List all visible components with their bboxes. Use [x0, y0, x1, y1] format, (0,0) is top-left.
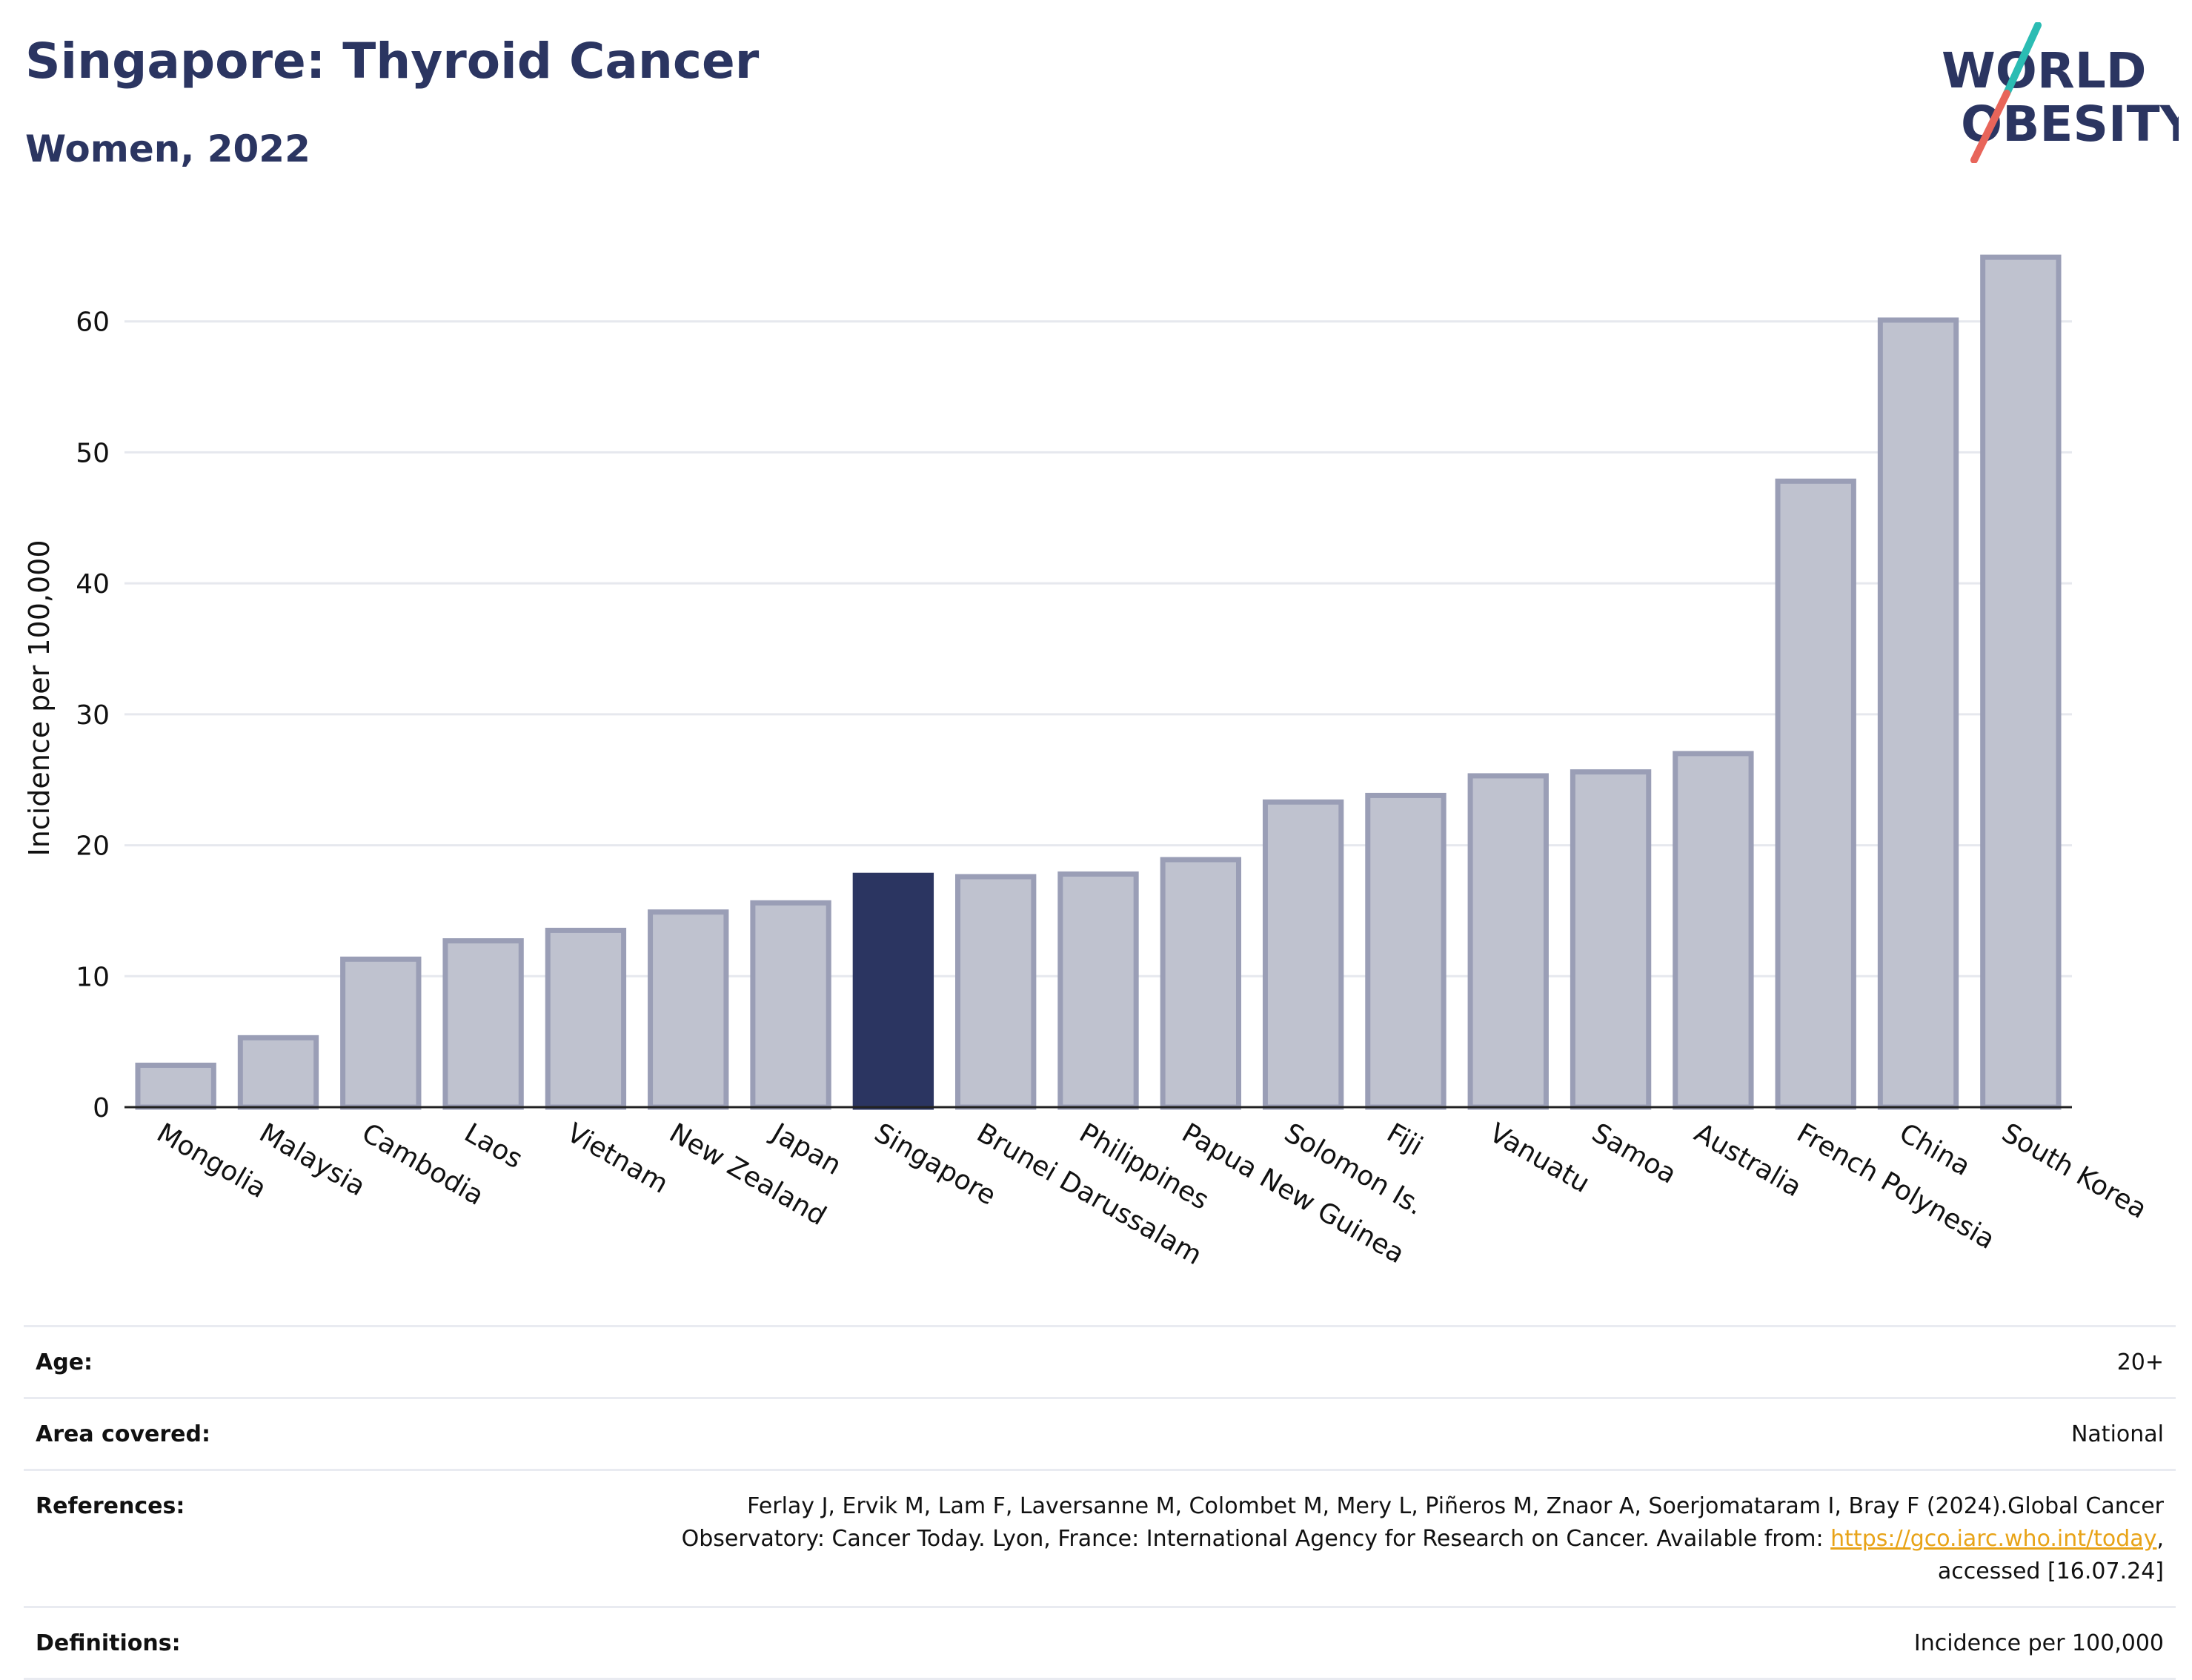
- x-tick-label: Fiji: [1381, 1118, 1427, 1162]
- meta-label: Age:: [36, 1349, 93, 1375]
- y-tick-label: 40: [76, 569, 110, 600]
- logo-slash-bottom: [1970, 90, 2010, 163]
- y-axis-label: Incidence per 100,000: [23, 539, 56, 856]
- bar-fiji: [1365, 792, 1447, 1110]
- y-tick-label: 30: [76, 700, 110, 731]
- bar-philippines: [1057, 871, 1139, 1110]
- x-tick-label: Vanuatu: [1484, 1118, 1595, 1199]
- reference-text-end: , accessed [16.07.24]: [1937, 1526, 2164, 1584]
- x-tick-label: South Korea: [1996, 1118, 2151, 1225]
- meta-value: Ferlay J, Ervik M, Lam F, Laversanne M, …: [667, 1490, 2164, 1588]
- meta-row-references: References: Ferlay J, Ervik M, Lam F, La…: [24, 1469, 2176, 1606]
- meta-value: National: [2070, 1421, 2164, 1447]
- meta-label: Definitions:: [36, 1630, 181, 1656]
- bar-malaysia: [237, 1035, 319, 1110]
- x-tick-label: Laos: [459, 1118, 528, 1175]
- bar-french-polynesia: [1775, 478, 1856, 1110]
- logo-slash-top: [2003, 22, 2042, 97]
- meta-row-definitions: Definitions: Incidence per 100,000: [24, 1606, 2176, 1680]
- y-tick-label: 60: [76, 308, 110, 338]
- meta-row-age: Age: 20+: [24, 1325, 2176, 1397]
- bar-vietnam: [545, 927, 627, 1110]
- x-tick-label: Vietnam: [562, 1118, 673, 1200]
- bar-vanuatu: [1467, 773, 1549, 1110]
- bar-solomon-is: [1262, 799, 1344, 1110]
- x-tick-label: Australia: [1689, 1118, 1806, 1203]
- world-obesity-logo: WORLD OBESITY: [1942, 22, 2179, 163]
- page-subtitle: Women, 2022: [25, 127, 310, 170]
- reference-text: Ferlay J, Ervik M, Lam F, Laversanne M, …: [681, 1493, 2164, 1552]
- metadata-table: Age: 20+ Area covered: National Referenc…: [24, 1325, 2176, 1680]
- x-tick-label: Mongolia: [152, 1118, 272, 1204]
- bar-australia: [1673, 751, 1754, 1110]
- bar-south-korea: [1980, 254, 2062, 1110]
- x-tick-label: Samoa: [1587, 1118, 1681, 1190]
- bar-japan: [750, 900, 831, 1110]
- meta-label: Area covered:: [36, 1421, 210, 1447]
- bar-papua-new-guinea: [1160, 857, 1241, 1110]
- y-ticks: 0 10 20 30 40 50 60: [76, 308, 2072, 1123]
- bars: [135, 254, 2062, 1110]
- x-tick-label: China: [1894, 1118, 1976, 1182]
- x-tick-label: Malaysia: [254, 1118, 371, 1202]
- bar-cambodia: [340, 956, 422, 1110]
- x-tick-label: French Polynesia: [1792, 1118, 2000, 1255]
- y-tick-label: 0: [93, 1093, 110, 1123]
- bar-samoa: [1570, 769, 1652, 1110]
- bar-china: [1877, 317, 1959, 1110]
- reference-link[interactable]: https://gco.iarc.who.int/today: [1830, 1526, 2157, 1552]
- bar-laos: [442, 938, 524, 1110]
- y-tick-label: 50: [76, 438, 110, 468]
- y-tick-label: 10: [76, 962, 110, 992]
- logo-text-world: WORLD: [1942, 42, 2147, 99]
- bar-brunei-darussalam: [955, 874, 1037, 1110]
- bar-singapore: [852, 872, 934, 1110]
- meta-label: References:: [36, 1493, 185, 1519]
- page-title: Singapore: Thyroid Cancer: [25, 33, 760, 90]
- x-tick-label: Japan: [765, 1117, 846, 1181]
- bar-mongolia: [135, 1062, 216, 1110]
- meta-value: 20+: [2116, 1349, 2164, 1375]
- meta-row-area: Area covered: National: [24, 1397, 2176, 1469]
- y-tick-label: 20: [76, 831, 110, 862]
- meta-value: Incidence per 100,000: [1913, 1630, 2164, 1656]
- bar-new-zealand: [648, 909, 729, 1110]
